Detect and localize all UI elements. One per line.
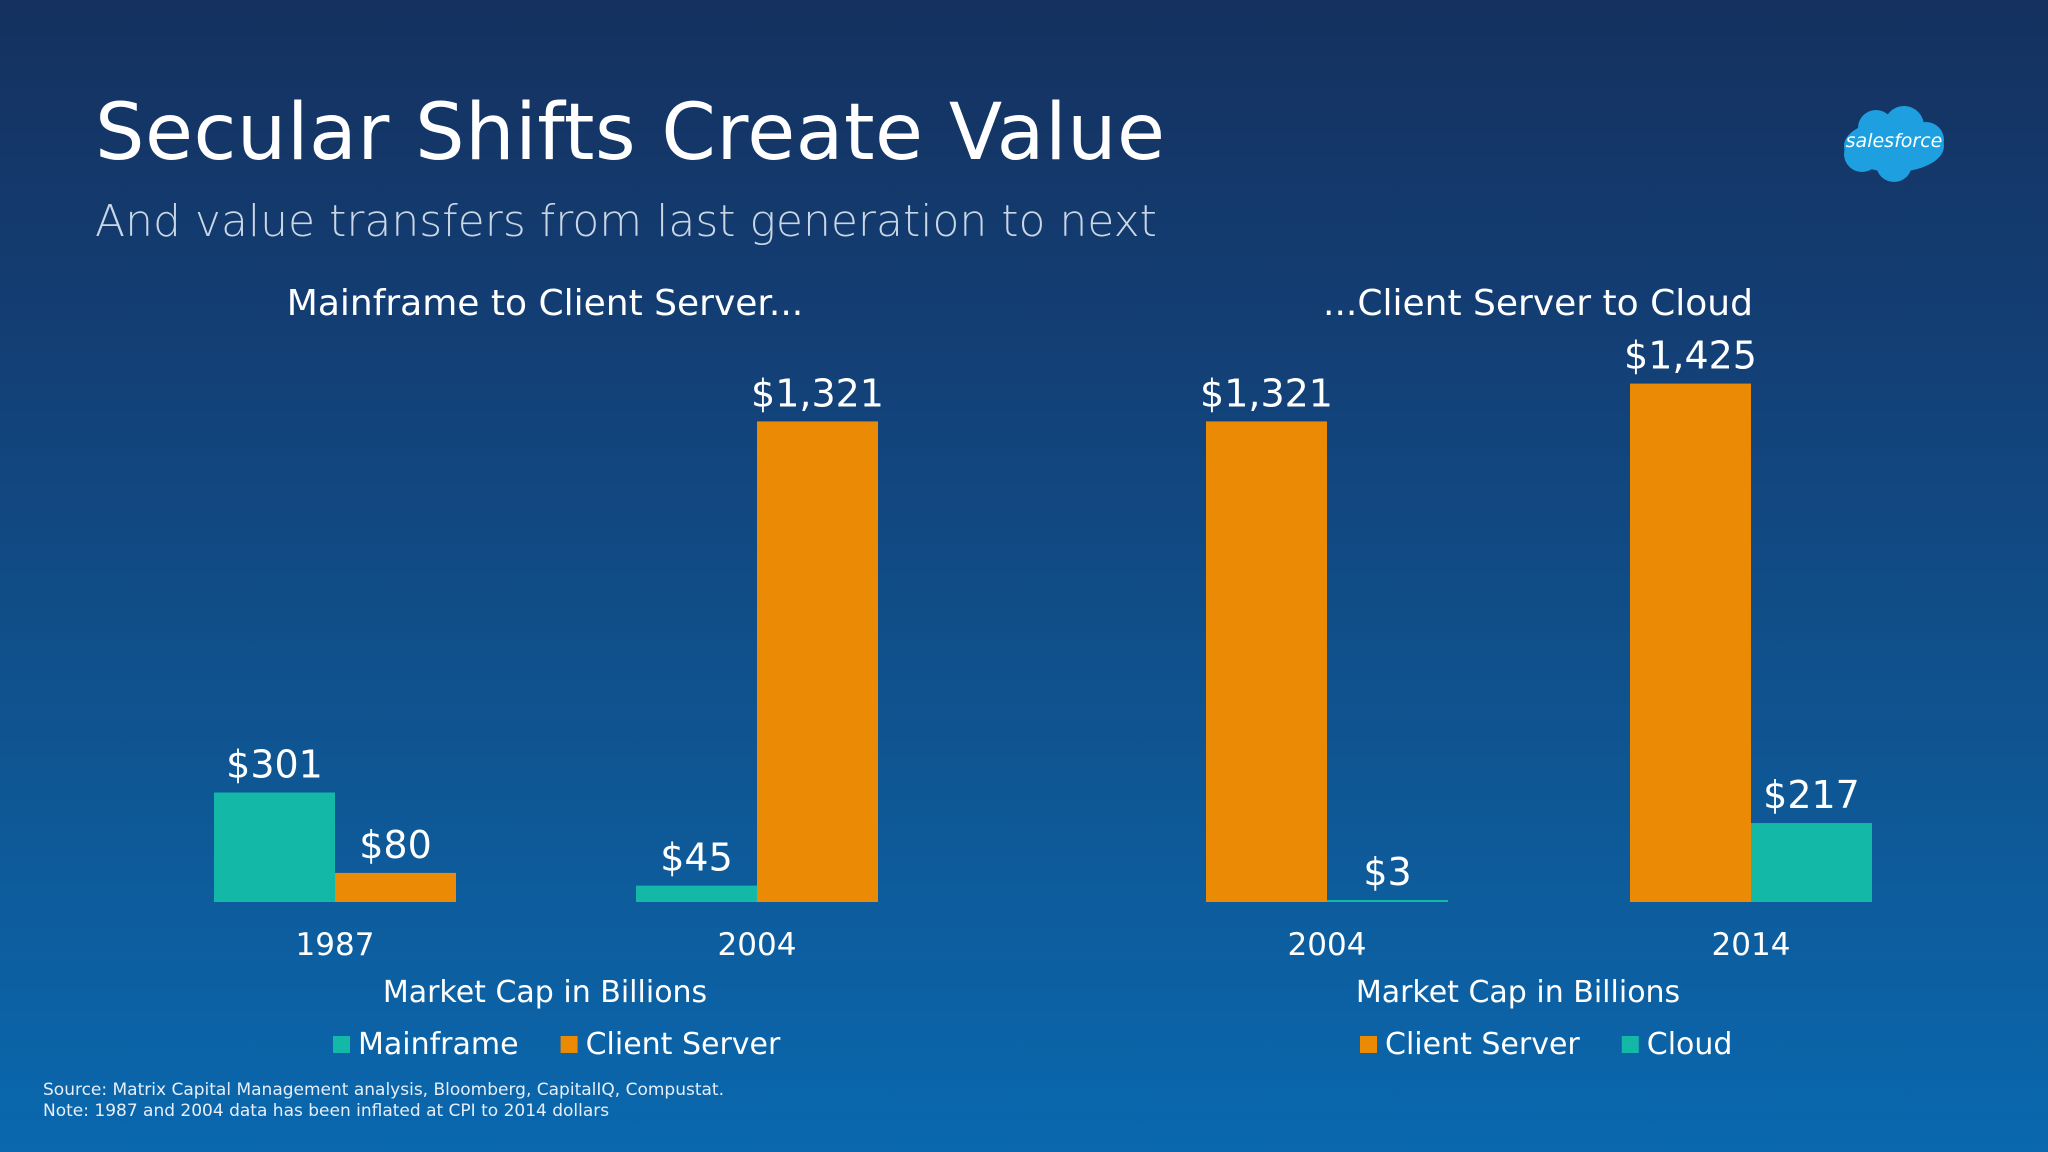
bar-value-label: $80 (359, 823, 432, 867)
bar-value-label: $301 (226, 742, 323, 786)
bar-0-0-1 (335, 872, 456, 902)
bar-0-0-0 (214, 792, 335, 902)
chart-1-title: ...Client Server to Cloud (1323, 283, 1753, 324)
legend-label: Client Server (586, 1027, 781, 1062)
logo-text: salesforce (1845, 130, 1943, 152)
bar-1-1-0 (1630, 383, 1751, 903)
bar-1-1-1 (1751, 823, 1872, 902)
bar-1-0-1 (1327, 900, 1448, 902)
bar-1-0-0 (1206, 421, 1327, 902)
x-tick-label: 2004 (718, 927, 797, 963)
legend-label: Cloud (1647, 1027, 1733, 1062)
legend-swatch (560, 1036, 578, 1053)
source-note: Source: Matrix Capital Management analys… (43, 1080, 724, 1122)
note-line: Note: 1987 and 2004 data has been inflat… (43, 1101, 610, 1121)
chart-0-title: Mainframe to Client Server... (287, 283, 803, 324)
bar-value-label: $1,425 (1624, 334, 1757, 378)
x-tick-label: 2014 (1712, 927, 1791, 963)
bar-0-1-0 (636, 885, 757, 902)
bar-0-1-1 (757, 421, 878, 902)
legend-label: Client Server (1385, 1027, 1580, 1062)
bar-value-label: $1,321 (751, 371, 884, 415)
bar-value-label: $1,321 (1200, 371, 1333, 415)
x-tick-label: 1987 (296, 927, 375, 963)
legend-swatch (1360, 1036, 1377, 1053)
legend-swatch (1621, 1036, 1639, 1053)
slide-title: Secular Shifts Create Value (95, 88, 1166, 178)
slide-subtitle: And value transfers from last generation… (95, 196, 1157, 247)
x-tick-label: 2004 (1288, 927, 1367, 963)
legend-label: Mainframe (358, 1027, 519, 1062)
chart-1-xlabel: Market Cap in Billions (1356, 975, 1680, 1010)
legend-swatch (333, 1036, 350, 1053)
bar-value-label: $45 (660, 836, 733, 880)
chart-0-xlabel: Market Cap in Billions (383, 975, 707, 1010)
salesforce-logo-icon (1844, 106, 1944, 182)
bar-value-label: $3 (1363, 850, 1411, 894)
source-line: Source: Matrix Capital Management analys… (43, 1080, 724, 1100)
bar-value-label: $217 (1763, 773, 1860, 817)
